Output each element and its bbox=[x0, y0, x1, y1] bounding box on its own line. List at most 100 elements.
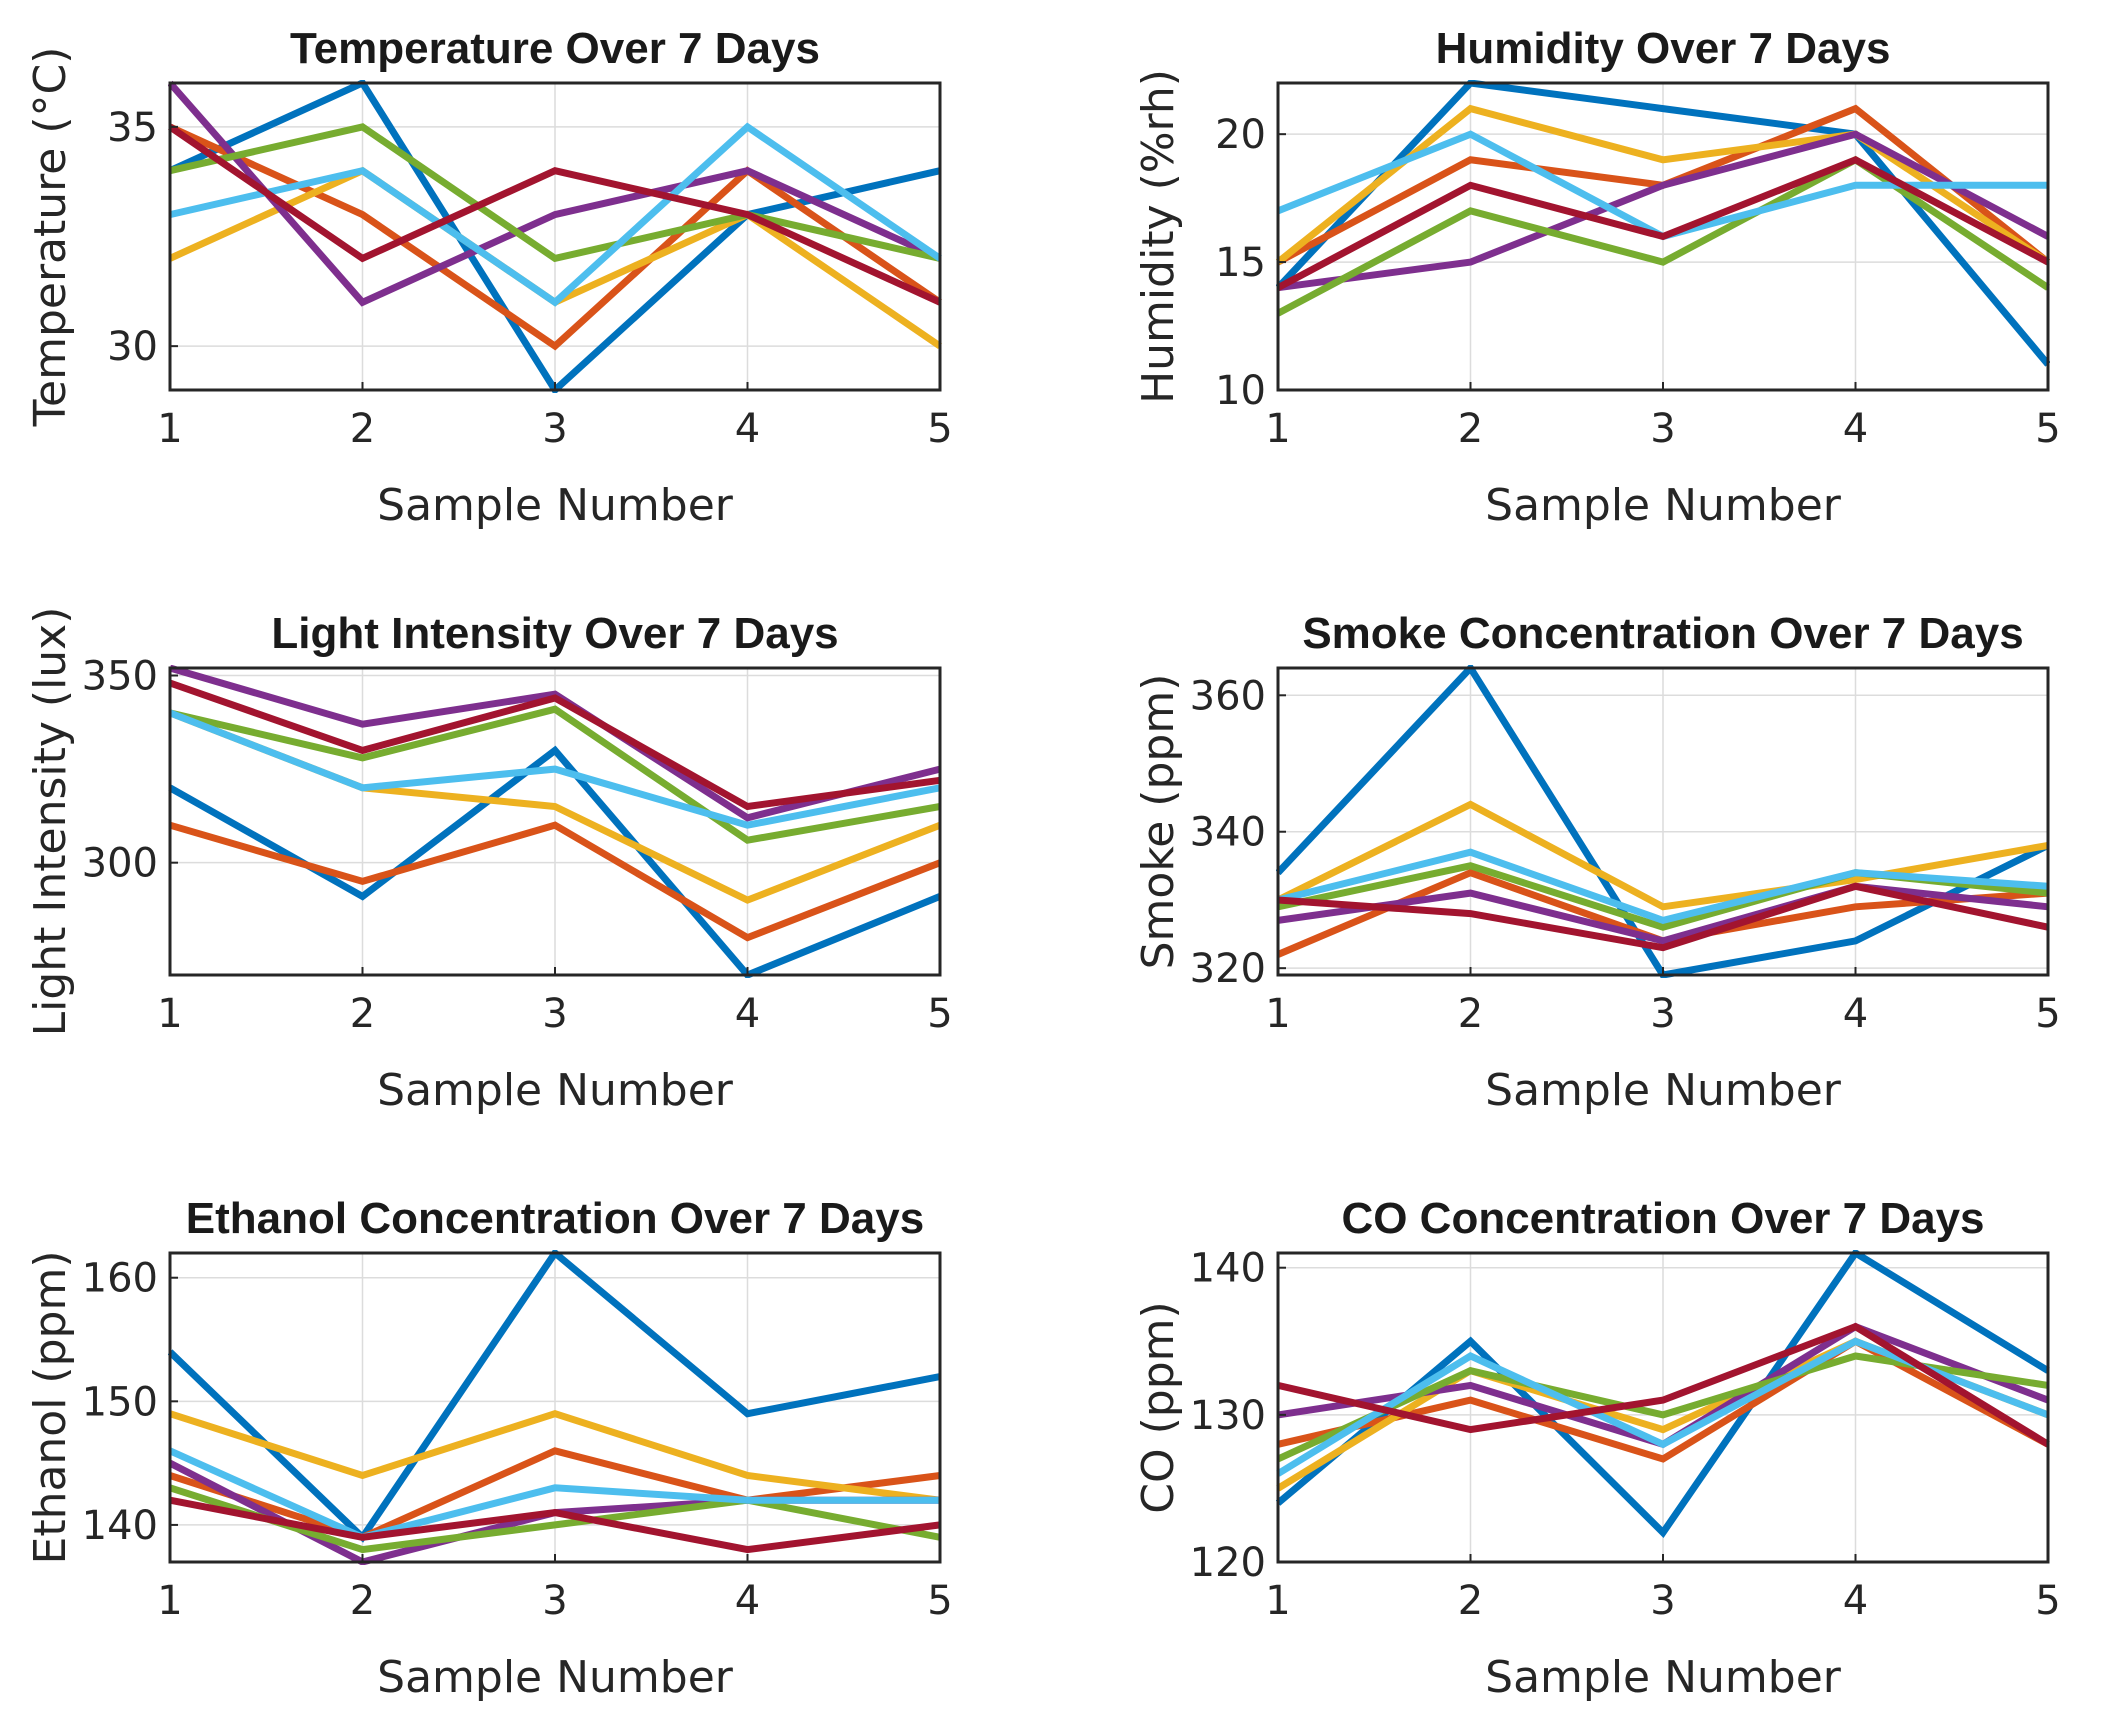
y-tick-label: 340 bbox=[1190, 810, 1266, 856]
series-line-day-6 bbox=[168, 709, 941, 829]
y-tick-label: 30 bbox=[107, 324, 158, 370]
x-tick-label: 5 bbox=[2035, 991, 2060, 1037]
x-tick-label: 2 bbox=[350, 991, 375, 1037]
x-tick-label: 1 bbox=[157, 406, 182, 452]
chart-panel-3: 1 2 3 4 5 300 350 Light Intensity Over 7 Days Sa… bbox=[25, 607, 953, 1116]
series-line-day-2 bbox=[169, 821, 942, 942]
chart-title: Temperature Over 7 Days bbox=[290, 24, 820, 73]
x-tick-label: 2 bbox=[1458, 406, 1483, 452]
x-axis-label: Sample Number bbox=[1485, 1652, 1842, 1703]
x-tick-label: 1 bbox=[1265, 1578, 1290, 1624]
series-line-day-2 bbox=[168, 1447, 941, 1542]
y-tick-label: 20 bbox=[1215, 112, 1266, 158]
y-axis-label: Temperature (°C) bbox=[25, 47, 76, 428]
chart-panel-6: 1 2 3 4 5 120 130 140 CO Concentration Over 7 Da… bbox=[1133, 1194, 2061, 1703]
x-tick-label: 4 bbox=[735, 991, 760, 1037]
y-axis-label: Smoke (ppm) bbox=[1133, 674, 1184, 970]
x-tick-label: 4 bbox=[735, 1578, 760, 1624]
series-line-day-5 bbox=[169, 123, 941, 263]
series-line-day-6 bbox=[169, 122, 942, 307]
chart-panel-5: 1 2 3 4 5 140 150 160 Ethanol Concentration Over… bbox=[25, 1194, 953, 1703]
x-tick-label: 1 bbox=[157, 1578, 182, 1624]
x-tick-label: 2 bbox=[1458, 991, 1483, 1037]
x-tick-label: 5 bbox=[927, 991, 952, 1037]
y-tick-label: 10 bbox=[1215, 368, 1266, 414]
series-line-day-3 bbox=[168, 1410, 941, 1504]
x-tick-label: 4 bbox=[1843, 991, 1868, 1037]
series-line-day-7 bbox=[1277, 1322, 2050, 1448]
series-line-day-6 bbox=[1277, 848, 2049, 925]
x-tick-label: 3 bbox=[1650, 406, 1675, 452]
chart-title: Light Intensity Over 7 Days bbox=[271, 609, 838, 658]
x-tick-label: 3 bbox=[542, 1578, 567, 1624]
x-tick-label: 3 bbox=[1650, 991, 1675, 1037]
series-line-day-5 bbox=[169, 705, 941, 844]
y-tick-label: 350 bbox=[82, 653, 158, 699]
x-tick-label: 5 bbox=[2035, 406, 2060, 452]
series-line-day-3 bbox=[1276, 800, 2049, 911]
series-line-day-4 bbox=[1277, 882, 2049, 945]
y-axis-label: Light Intensity (lux) bbox=[25, 607, 76, 1037]
y-tick-label: 15 bbox=[1215, 240, 1266, 286]
x-tick-label: 3 bbox=[542, 991, 567, 1037]
y-tick-label: 360 bbox=[1190, 673, 1266, 719]
series-line-day-7 bbox=[168, 679, 941, 811]
x-tick-label: 5 bbox=[927, 406, 952, 452]
y-tick-label: 150 bbox=[82, 1379, 158, 1425]
x-axis-label: Sample Number bbox=[377, 480, 734, 531]
x-tick-label: 4 bbox=[1843, 1578, 1868, 1624]
x-axis-label: Sample Number bbox=[377, 1065, 734, 1116]
x-tick-label: 5 bbox=[2035, 1578, 2060, 1624]
x-tick-label: 1 bbox=[1265, 406, 1290, 452]
x-tick-label: 2 bbox=[1458, 1578, 1483, 1624]
y-tick-label: 160 bbox=[82, 1256, 158, 1302]
y-tick-label: 35 bbox=[107, 105, 158, 151]
x-tick-label: 2 bbox=[350, 406, 375, 452]
series-group bbox=[1276, 80, 2050, 367]
y-tick-label: 120 bbox=[1190, 1540, 1266, 1586]
y-tick-label: 140 bbox=[1190, 1246, 1266, 1292]
x-axis-label: Sample Number bbox=[1485, 1065, 1842, 1116]
x-tick-label: 1 bbox=[157, 991, 182, 1037]
series-group bbox=[168, 80, 942, 393]
y-axis-label: CO (ppm) bbox=[1133, 1301, 1184, 1513]
series-line-day-4 bbox=[1277, 130, 2050, 292]
series-line-day-4 bbox=[169, 665, 941, 822]
series-line-day-5 bbox=[1276, 155, 2050, 317]
x-tick-label: 5 bbox=[927, 1578, 952, 1624]
x-tick-label: 2 bbox=[350, 1578, 375, 1624]
x-tick-label: 3 bbox=[542, 406, 567, 452]
series-line-day-4 bbox=[168, 80, 942, 307]
y-tick-label: 130 bbox=[1190, 1393, 1266, 1439]
series-line-day-5 bbox=[168, 1484, 941, 1554]
x-tick-label: 1 bbox=[1265, 991, 1290, 1037]
series-line-day-7 bbox=[168, 124, 942, 306]
series-line-day-7 bbox=[1277, 882, 2049, 952]
chart-panel-1: 1 2 3 4 5 30 35 Temperature Over 7 Days Sample N… bbox=[25, 24, 953, 531]
series-line-day-7 bbox=[1276, 155, 2050, 291]
y-axis-label: Humidity (%rh) bbox=[1133, 69, 1184, 404]
y-axis-label: Ethanol (ppm) bbox=[25, 1251, 76, 1565]
y-tick-label: 300 bbox=[82, 841, 158, 887]
x-axis-label: Sample Number bbox=[1485, 480, 1842, 531]
series-line-day-6 bbox=[168, 1447, 940, 1541]
chart-title: Humidity Over 7 Days bbox=[1436, 24, 1891, 73]
series-group bbox=[1276, 665, 2050, 978]
chart-panel-2: 1 2 3 4 5 10 15 20 Humidity Over 7 Days Sample Nu… bbox=[1133, 24, 2061, 531]
x-axis-label: Sample Number bbox=[377, 1652, 734, 1703]
chart-title: Smoke Concentration Over 7 Days bbox=[1302, 609, 2023, 658]
x-tick-label: 4 bbox=[735, 406, 760, 452]
y-tick-label: 140 bbox=[82, 1503, 158, 1549]
series-line-day-1 bbox=[1276, 80, 2050, 367]
series-line-day-7 bbox=[169, 1496, 941, 1554]
chart-panel-4: 1 2 3 4 5 320 340 360 Smoke Concentration Over 7… bbox=[1133, 609, 2061, 1116]
chart-title: CO Concentration Over 7 Days bbox=[1341, 1194, 1984, 1243]
y-tick-label: 320 bbox=[1190, 946, 1266, 992]
chart-title: Ethanol Concentration Over 7 Days bbox=[186, 1194, 924, 1243]
x-tick-label: 3 bbox=[1650, 1578, 1675, 1624]
series-group bbox=[168, 665, 942, 978]
series-group bbox=[168, 1250, 941, 1565]
series-group bbox=[1276, 1250, 2050, 1539]
x-tick-label: 4 bbox=[1843, 406, 1868, 452]
